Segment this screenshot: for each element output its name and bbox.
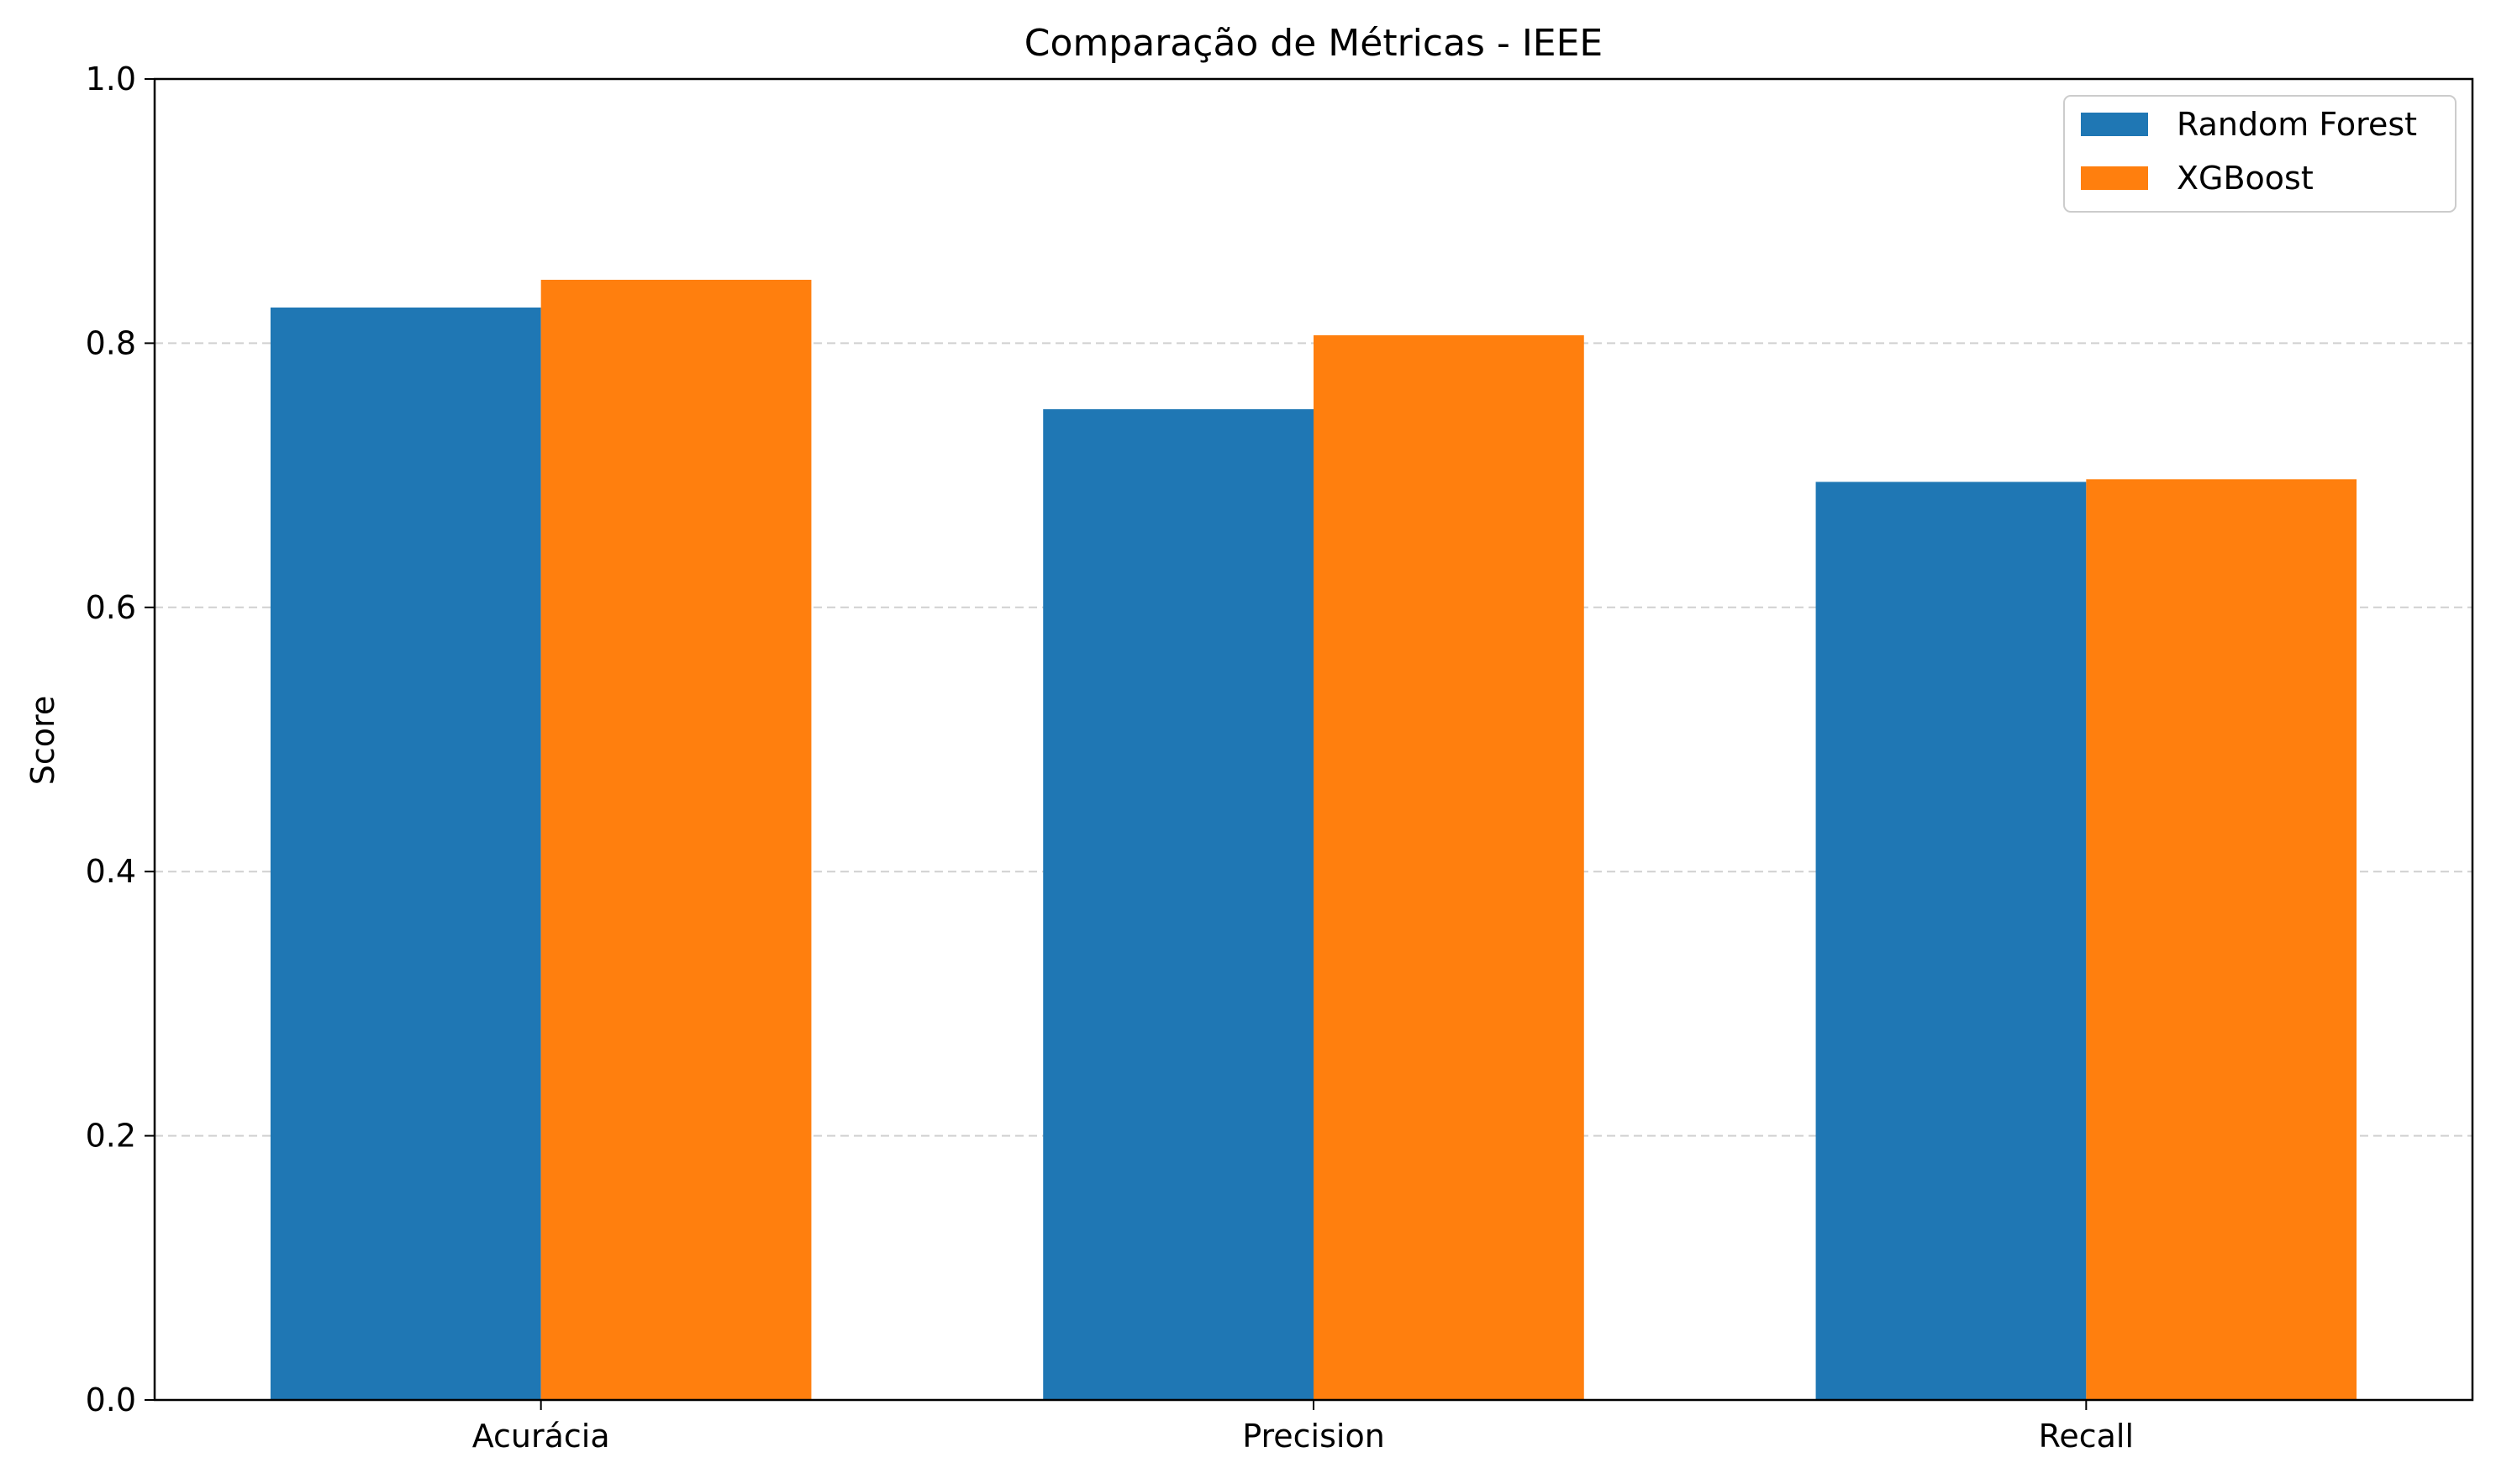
- y-tick-label-3: 0.6: [86, 589, 136, 626]
- x-tick-label-2: Recall: [2039, 1418, 2134, 1455]
- y-axis-label: Score: [24, 696, 61, 785]
- bar-precision-xgboost: [1314, 334, 1584, 1400]
- y-tick-label-4: 0.8: [86, 324, 136, 361]
- axes: [145, 77, 2474, 1410]
- bar-recall-xgboost: [2086, 479, 2357, 1401]
- bar-recall-random-forest: [1815, 482, 2087, 1401]
- bar-precision-random-forest: [1043, 409, 1314, 1400]
- bar-acurácia-random-forest: [270, 307, 541, 1400]
- legend-box: [2063, 95, 2457, 213]
- x-tick-label-1: Precision: [1242, 1418, 1385, 1455]
- y-tick-label-5: 1.0: [86, 61, 136, 97]
- legend-label-1: XGBoost: [2177, 160, 2314, 197]
- tick-labels: 0.0 0.2 0.4 0.6 0.8 1.0 Acurácia Precision Recal…: [86, 61, 2134, 1455]
- plot-frame: [153, 77, 2474, 1402]
- legend-swatch-1: [2081, 166, 2148, 190]
- y-tick-label-1: 0.2: [86, 1118, 136, 1155]
- y-tick-label-2: 0.4: [86, 853, 136, 890]
- chart-title: Comparação de Métricas - IEEE: [1024, 22, 1603, 65]
- x-tick-label-0: Acurácia: [472, 1418, 610, 1455]
- legend-label-0: Random Forest: [2177, 106, 2417, 143]
- legend-swatch-0: [2081, 113, 2148, 136]
- legend: Random Forest XGBoost: [2063, 95, 2457, 213]
- y-tick-label-0: 0.0: [86, 1381, 136, 1418]
- bars: [270, 279, 2357, 1401]
- bar-acurácia-xgboost: [540, 279, 812, 1401]
